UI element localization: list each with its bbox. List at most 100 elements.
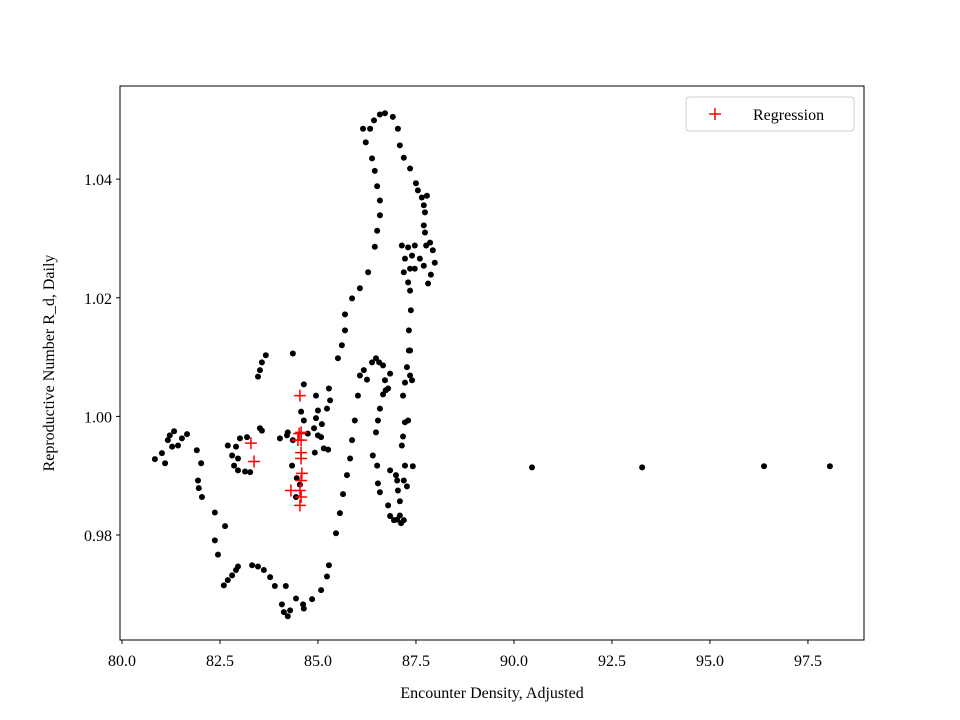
point xyxy=(291,434,304,447)
point xyxy=(284,613,291,620)
point xyxy=(407,307,414,314)
point xyxy=(234,467,241,474)
point xyxy=(323,573,330,580)
point xyxy=(198,494,205,501)
point xyxy=(380,362,387,369)
point xyxy=(256,425,263,432)
point xyxy=(420,222,427,229)
point xyxy=(338,342,345,349)
x-tick-label: 95.0 xyxy=(696,653,724,670)
point xyxy=(360,367,367,374)
point xyxy=(233,443,240,450)
point xyxy=(293,499,306,512)
point xyxy=(309,596,316,603)
point xyxy=(381,377,388,384)
y-axis-label: Reproductive Number R_d, Daily xyxy=(41,255,58,472)
point xyxy=(224,442,231,449)
plus-marker xyxy=(284,484,297,497)
point xyxy=(254,563,261,570)
point xyxy=(367,125,374,132)
point xyxy=(162,460,169,467)
plus-marker xyxy=(293,499,306,512)
point xyxy=(234,563,241,570)
point xyxy=(400,433,407,440)
legend-box xyxy=(685,96,855,132)
point xyxy=(709,108,721,120)
point xyxy=(231,462,238,469)
point xyxy=(175,442,182,449)
point xyxy=(420,202,427,209)
point xyxy=(387,513,394,520)
point xyxy=(295,491,308,504)
point xyxy=(396,498,403,505)
point xyxy=(220,582,227,589)
point xyxy=(411,265,418,272)
point xyxy=(409,252,416,259)
point xyxy=(169,443,176,450)
point xyxy=(304,430,311,437)
point xyxy=(376,197,383,204)
point xyxy=(405,244,412,251)
point xyxy=(412,180,419,187)
point xyxy=(247,469,254,476)
point xyxy=(267,574,274,581)
point xyxy=(392,472,399,479)
plus-marker xyxy=(709,108,721,120)
point xyxy=(276,435,283,442)
point xyxy=(405,417,412,424)
point xyxy=(282,583,289,590)
plus-marker xyxy=(293,427,306,440)
x-tick-label: 87.5 xyxy=(402,653,430,670)
point xyxy=(311,449,318,456)
point xyxy=(234,455,241,462)
point xyxy=(244,434,251,441)
point xyxy=(394,125,401,132)
point xyxy=(400,477,407,484)
point xyxy=(284,484,297,497)
point xyxy=(398,520,405,527)
point xyxy=(293,427,306,440)
point xyxy=(407,265,414,272)
point xyxy=(401,379,408,386)
point xyxy=(258,359,265,366)
point xyxy=(372,429,379,436)
point xyxy=(289,350,296,357)
point xyxy=(287,607,294,614)
point xyxy=(171,428,178,435)
point xyxy=(336,510,343,517)
point xyxy=(158,450,165,457)
x-tick-label: 82.5 xyxy=(206,653,234,670)
point xyxy=(403,364,410,371)
point xyxy=(407,347,414,354)
plot-frame xyxy=(119,85,865,641)
point xyxy=(362,139,369,146)
point xyxy=(332,530,339,537)
point xyxy=(407,372,414,379)
point xyxy=(400,154,407,161)
point xyxy=(300,605,307,612)
point xyxy=(283,432,290,439)
x-tick-label: 97.5 xyxy=(794,653,822,670)
point xyxy=(300,381,307,388)
point xyxy=(416,255,423,262)
point xyxy=(374,227,381,234)
point xyxy=(423,242,430,249)
legend-label: Regression xyxy=(753,107,824,124)
point xyxy=(295,467,308,480)
point xyxy=(327,397,334,404)
point xyxy=(372,355,379,362)
point xyxy=(195,477,202,484)
point xyxy=(409,377,416,384)
point xyxy=(254,373,261,380)
point xyxy=(325,446,332,453)
point xyxy=(271,583,278,590)
point xyxy=(214,551,221,558)
point xyxy=(211,537,218,544)
point xyxy=(325,385,332,392)
point xyxy=(374,480,381,487)
point xyxy=(421,209,428,216)
point xyxy=(389,113,396,120)
plus-marker xyxy=(295,467,308,480)
point xyxy=(340,491,347,498)
point xyxy=(236,435,243,442)
